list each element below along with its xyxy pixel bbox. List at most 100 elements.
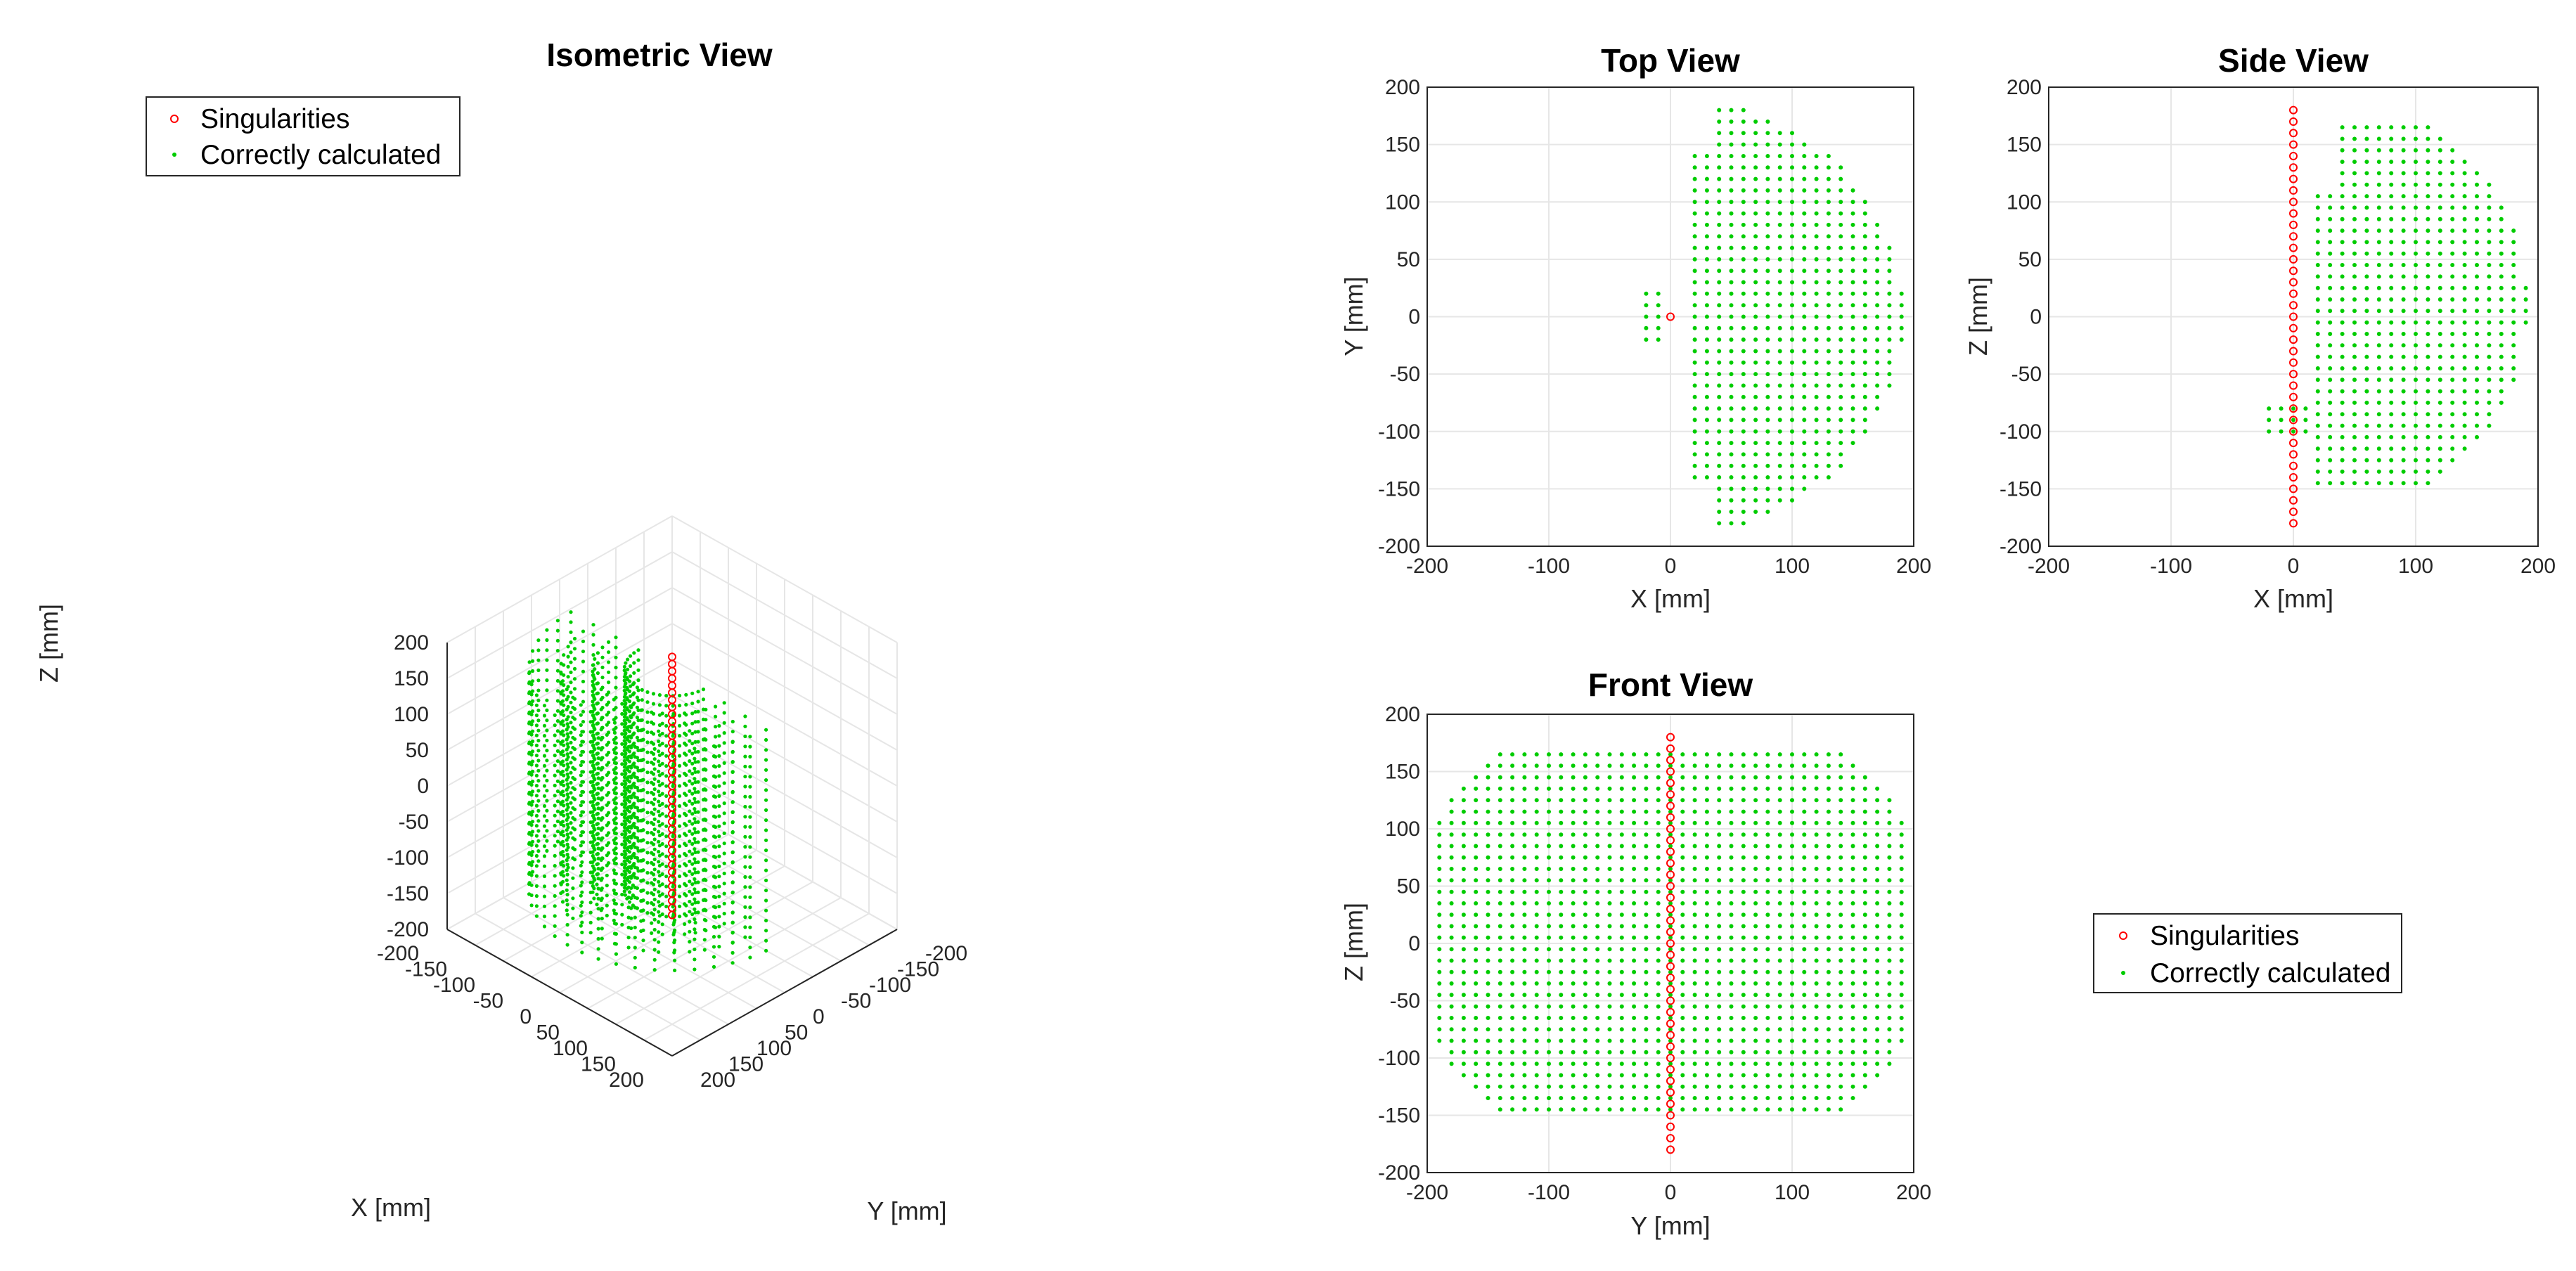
correct-point — [614, 872, 619, 876]
correct-point — [595, 872, 599, 877]
correct-point — [565, 732, 569, 736]
correct-point — [2450, 423, 2455, 428]
correct-point — [1862, 1084, 1867, 1089]
correct-point — [1498, 832, 1502, 837]
correct-point — [1547, 981, 1551, 986]
correct-point — [2279, 429, 2284, 434]
correct-point — [553, 924, 557, 928]
correct-point — [2450, 354, 2455, 359]
correct-point — [1486, 832, 1490, 837]
correct-point — [748, 794, 752, 799]
correct-point — [711, 744, 716, 748]
correct-point — [1559, 786, 1564, 791]
correct-point — [1765, 269, 1770, 273]
correct-point — [1656, 969, 1661, 974]
iso-x-axis-line — [671, 929, 898, 1057]
correct-point — [527, 660, 532, 664]
correct-point — [730, 820, 735, 825]
correct-point — [683, 801, 687, 806]
correct-point — [664, 804, 669, 808]
correct-point — [579, 853, 583, 858]
correct-point — [2389, 240, 2394, 245]
correct-point — [1692, 475, 1697, 479]
correct-point — [1777, 1027, 1782, 1032]
correct-point — [1814, 176, 1819, 181]
correct-point — [1498, 1027, 1502, 1032]
correct-point — [600, 917, 604, 921]
correct-point — [1826, 752, 1831, 757]
correct-point — [2376, 285, 2381, 290]
correct-point — [711, 955, 716, 959]
correct-point — [1607, 1050, 1612, 1054]
correct-point — [1692, 786, 1697, 791]
correct-point — [1486, 1062, 1490, 1066]
correct-point — [1887, 1050, 1892, 1054]
correct-point — [2462, 412, 2467, 417]
correct-point — [631, 683, 636, 687]
front-view-title: Front View — [1588, 666, 1753, 703]
correct-point — [1474, 855, 1479, 860]
correct-point — [614, 962, 619, 966]
correct-point — [1802, 786, 1807, 791]
correct-point — [748, 825, 752, 829]
correct-point — [588, 810, 593, 814]
correct-point — [1704, 1096, 1709, 1100]
iso-ytick-0: 0 — [813, 1005, 825, 1028]
correct-point — [1802, 993, 1807, 998]
correct-point — [591, 693, 595, 697]
correct-point — [2315, 228, 2320, 233]
correct-point — [1741, 521, 1746, 526]
correct-point — [1850, 200, 1855, 205]
correct-point — [1765, 947, 1770, 952]
correct-point — [1692, 993, 1697, 998]
correct-point — [1862, 211, 1867, 216]
correct-point — [614, 781, 619, 785]
correct-point — [2414, 400, 2418, 405]
singularity-point — [2289, 174, 2298, 183]
correct-point — [565, 882, 569, 886]
correct-point — [1753, 131, 1758, 136]
correct-point — [1632, 752, 1637, 757]
correct-point — [1534, 947, 1539, 952]
correct-point — [1717, 844, 1722, 849]
correct-point — [1437, 912, 1442, 917]
correct-point — [1437, 1038, 1442, 1043]
correct-point — [605, 803, 609, 807]
correct-point — [565, 787, 569, 792]
correct-point — [1619, 809, 1624, 814]
correct-point — [1850, 372, 1855, 377]
singularity-point — [2289, 312, 2298, 321]
correct-point — [657, 793, 662, 797]
correct-point — [579, 893, 583, 898]
correct-point — [605, 733, 609, 737]
correct-point — [664, 875, 669, 879]
correct-point — [2499, 217, 2504, 221]
correct-point — [595, 711, 599, 716]
correct-point — [1510, 1073, 1515, 1078]
correct-point — [633, 765, 637, 769]
correct-point — [683, 892, 687, 896]
correct-point — [2475, 332, 2479, 336]
correct-point — [1729, 486, 1734, 491]
correct-point — [1461, 969, 1466, 974]
correct-point — [1814, 291, 1819, 296]
correct-point — [678, 894, 682, 898]
correct-point — [2437, 136, 2442, 141]
correct-point — [1814, 234, 1819, 239]
correct-point — [536, 678, 541, 683]
iso-xtick-0: 0 — [520, 1005, 532, 1028]
singularity-point — [1666, 893, 1675, 902]
correct-point — [1802, 349, 1807, 354]
correct-point — [1790, 463, 1794, 468]
correct-point — [1704, 418, 1709, 422]
correct-point — [2364, 194, 2369, 199]
correct-point — [1704, 1038, 1709, 1043]
correct-point — [2487, 194, 2492, 199]
correct-point — [2450, 194, 2455, 199]
correct-point — [652, 877, 657, 882]
correct-point — [1862, 901, 1867, 905]
correct-point — [1814, 303, 1819, 308]
correct-point — [596, 806, 600, 811]
correct-point — [1826, 1038, 1831, 1043]
correct-point — [529, 773, 534, 777]
